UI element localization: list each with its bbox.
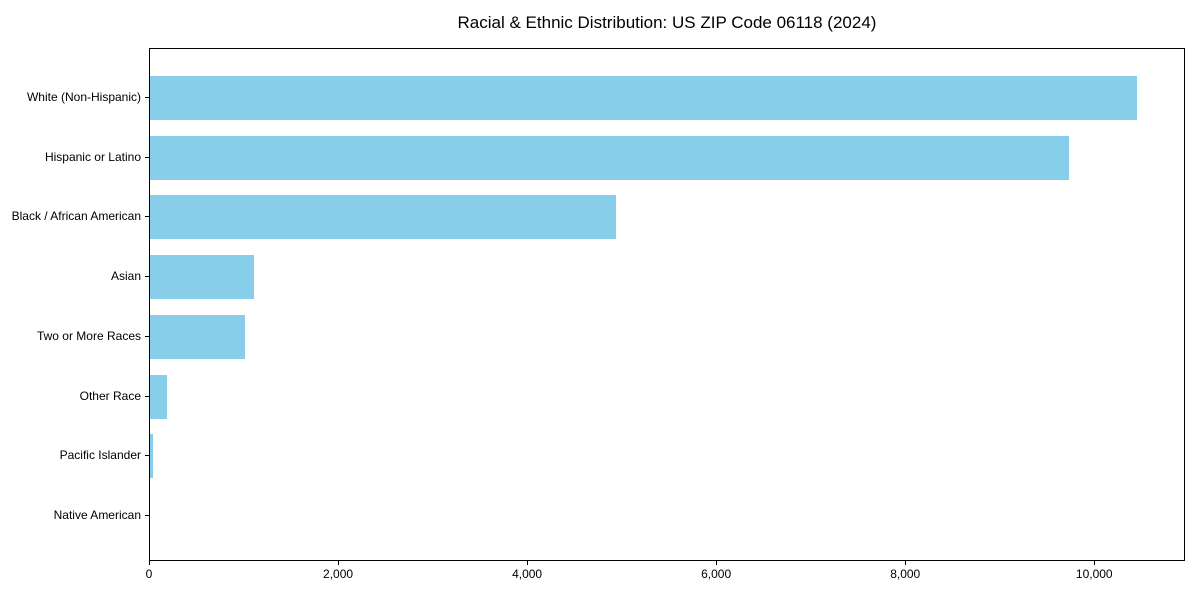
- y-axis-tick: [145, 276, 149, 278]
- y-axis-label-black-african-american: Black / African American: [11, 209, 141, 224]
- x-axis-tick: [905, 561, 907, 565]
- x-axis-tick-label: 8,000: [890, 567, 921, 581]
- x-axis-tick-label: 0: [145, 567, 153, 581]
- y-axis-tick: [145, 335, 149, 337]
- x-axis-tick: [527, 561, 529, 565]
- chart-title: Racial & Ethnic Distribution: US ZIP Cod…: [457, 13, 877, 32]
- y-axis-label-pacific-islander: Pacific Islander: [59, 448, 141, 463]
- y-axis-tick: [145, 395, 149, 397]
- y-axis-label-asian: Asian: [110, 269, 141, 284]
- y-axis-label-white-non-hispanic: White (Non-Hispanic): [26, 90, 141, 104]
- bar-hispanic-or-latino: [150, 135, 1069, 180]
- y-axis-tick: [145, 97, 149, 98]
- x-axis-tick: [1094, 561, 1096, 565]
- x-axis-tick-label: 2,000: [323, 567, 354, 581]
- x-axis-tick-label: 10,000: [1075, 567, 1113, 581]
- y-axis-tick: [145, 156, 149, 158]
- y-axis-label-hispanic-or-latino: Hispanic or Latino: [44, 149, 141, 164]
- y-axis-tick: [145, 514, 149, 516]
- x-axis-tick: [149, 561, 150, 565]
- x-axis-tick: [716, 561, 718, 565]
- y-axis-label-native-american: Native American: [53, 507, 141, 522]
- bar-asian: [150, 255, 254, 300]
- y-axis-label-two-or-more-races: Two or More Races: [36, 328, 141, 343]
- y-axis-tick: [145, 216, 149, 218]
- y-axis-tick: [145, 455, 149, 457]
- y-axis-label-other-race: Other Race: [79, 388, 141, 403]
- bar-pacific-islander: [150, 434, 153, 479]
- bar-black-african-american: [150, 195, 616, 240]
- plot-area: [149, 48, 1185, 561]
- x-axis-tick-label: 6,000: [701, 567, 732, 581]
- bar-two-or-more-races: [150, 314, 245, 359]
- bar-white-non-hispanic: [150, 76, 1137, 120]
- x-axis-tick-label: 4,000: [512, 567, 543, 581]
- bar-other-race: [150, 374, 167, 419]
- x-axis-tick: [338, 561, 340, 565]
